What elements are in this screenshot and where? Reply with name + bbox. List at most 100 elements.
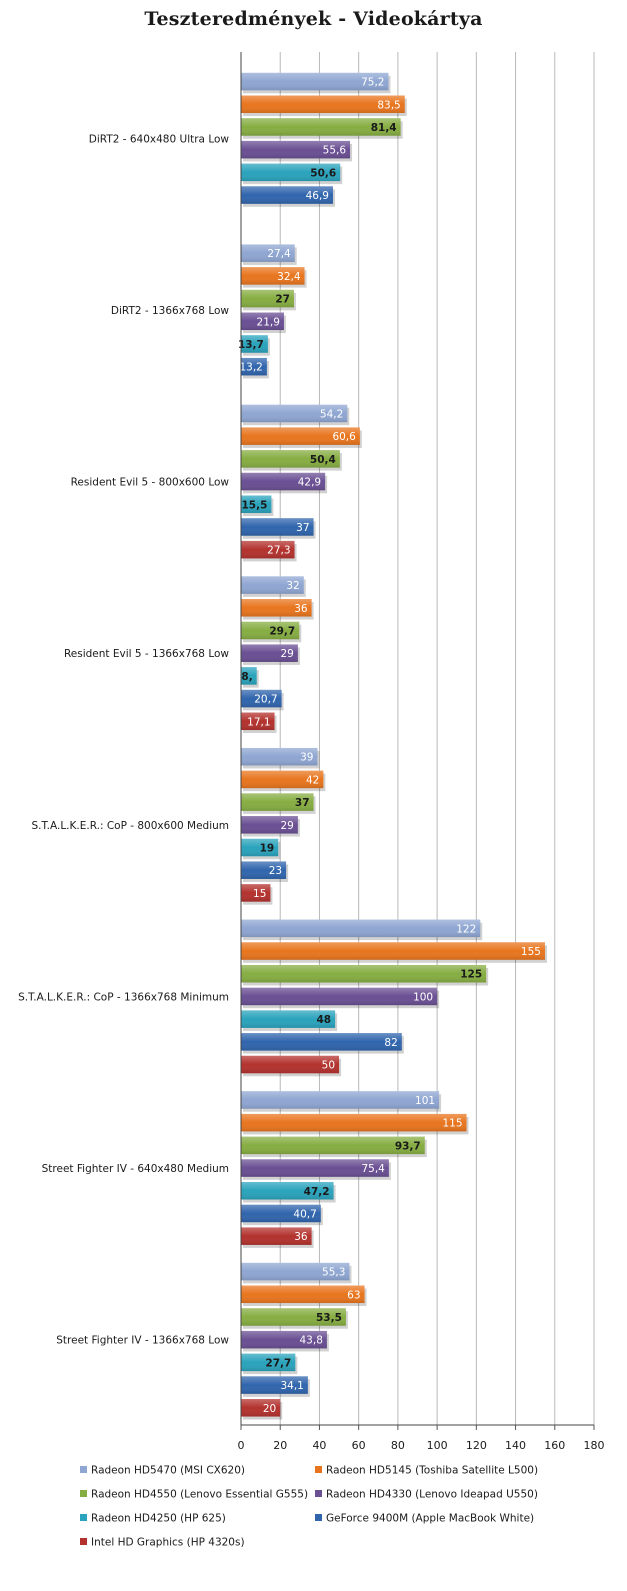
bar-highlight xyxy=(241,1136,425,1155)
bar-highlight xyxy=(241,712,275,731)
bar-highlight xyxy=(241,450,340,468)
bar-highlight xyxy=(241,1091,440,1109)
data-label: 37 xyxy=(295,797,310,809)
legend-label: Intel HD Graphics (HP 4320s) xyxy=(91,1537,245,1549)
data-label: 19 xyxy=(260,843,275,855)
data-label: 48 xyxy=(317,1014,332,1026)
x-tick-label: 120 xyxy=(466,1439,487,1452)
legend-swatch xyxy=(80,1538,87,1545)
bar-highlight xyxy=(241,472,326,491)
category-label: S.T.A.L.K.E.R.: CoP - 800x600 Medium xyxy=(31,820,229,832)
data-label: 8, xyxy=(241,671,252,683)
data-label: 20,7 xyxy=(254,694,277,706)
bar-highlight xyxy=(241,1330,327,1349)
legend: Radeon HD5470 (MSI CX620) Radeon HD5145 (… xyxy=(80,1465,538,1549)
data-label: 47,2 xyxy=(304,1186,330,1198)
legend-swatch xyxy=(80,1514,87,1521)
bar-highlight xyxy=(241,140,351,159)
bar-highlight xyxy=(241,335,268,353)
bar-highlight xyxy=(241,1204,321,1223)
legend-label: Radeon HD5145 (Toshiba Satellite L500) xyxy=(326,1465,538,1477)
data-label: 15,5 xyxy=(241,499,267,511)
x-tick-label: 80 xyxy=(391,1439,405,1452)
bar-highlight xyxy=(241,667,257,685)
x-tick-label: 40 xyxy=(312,1439,326,1452)
legend-swatch xyxy=(80,1466,87,1473)
category-label: DiRT2 - 1366x768 Low xyxy=(111,305,229,317)
bar-highlight xyxy=(241,495,272,514)
data-label: 55,6 xyxy=(323,145,347,157)
bar-highlight xyxy=(241,793,314,811)
data-label: 82 xyxy=(384,1037,397,1049)
data-label: 29,7 xyxy=(269,625,295,637)
bar-highlight xyxy=(241,1010,336,1028)
data-label: 29 xyxy=(280,820,293,832)
data-label: 27,7 xyxy=(265,1357,291,1369)
bar-highlight xyxy=(241,95,405,114)
data-label: 36 xyxy=(294,603,308,615)
bar-highlight xyxy=(241,644,298,662)
bar-highlight xyxy=(241,118,401,136)
bar-highlight xyxy=(241,1055,340,1074)
data-label: 83,5 xyxy=(377,99,400,111)
bar-highlight xyxy=(241,599,312,617)
bar-highlight xyxy=(241,1227,312,1245)
legend-swatch xyxy=(80,1490,87,1497)
category-label: S.T.A.L.K.E.R.: CoP - 1366x768 Minimum xyxy=(18,991,229,1003)
category-label: DiRT2 - 640x480 Ultra Low xyxy=(89,133,230,145)
category-label: Street Fighter IV - 640x480 Medium xyxy=(42,1163,229,1175)
data-label: 37 xyxy=(296,522,309,534)
bar-highlight xyxy=(241,770,324,789)
grid-lines xyxy=(279,52,595,1425)
legend-swatch xyxy=(315,1490,322,1497)
bar-highlight xyxy=(241,621,300,640)
data-label: 40,7 xyxy=(293,1208,316,1220)
bar-highlight xyxy=(241,357,267,376)
x-tick-label: 60 xyxy=(352,1439,366,1452)
bar-highlight xyxy=(241,1376,308,1394)
legend-label: Radeon HD5470 (MSI CX620) xyxy=(91,1465,245,1477)
bar-highlight xyxy=(241,964,487,983)
bar-highlight xyxy=(241,1033,402,1051)
x-tick-label: 160 xyxy=(544,1439,565,1452)
x-tick-label: 140 xyxy=(505,1439,526,1452)
data-label: 13,7 xyxy=(238,339,264,351)
data-label: 43,8 xyxy=(300,1335,323,1347)
bar-highlight xyxy=(241,289,294,308)
data-label: 21,9 xyxy=(257,316,280,328)
data-label: 15 xyxy=(253,888,266,900)
bar-highlight xyxy=(241,1353,296,1372)
bar-highlight xyxy=(241,186,333,204)
data-label: 53,5 xyxy=(316,1312,342,1324)
bar-highlight xyxy=(241,267,305,285)
data-label: 122 xyxy=(456,923,476,935)
data-label: 93,7 xyxy=(395,1140,421,1152)
data-label: 29 xyxy=(280,648,293,660)
bar-highlight xyxy=(241,1113,467,1132)
legend-label: GeForce 9400M (Apple MacBook White) xyxy=(326,1513,534,1525)
category-label: Street Fighter IV - 1366x768 Low xyxy=(56,1335,229,1347)
legend-label: Radeon HD4250 (HP 625) xyxy=(91,1513,226,1525)
data-label: 42 xyxy=(306,774,319,786)
legend-swatch xyxy=(315,1514,322,1521)
data-label: 27,4 xyxy=(267,248,291,260)
bar-highlight xyxy=(241,163,341,182)
data-label: 23 xyxy=(269,865,282,877)
data-label: 81,4 xyxy=(371,122,397,134)
data-label: 101 xyxy=(415,1095,435,1107)
bar-highlight xyxy=(241,72,389,91)
bar-highlight xyxy=(241,861,287,879)
data-label: 63 xyxy=(347,1289,360,1301)
data-label: 75,2 xyxy=(361,77,384,89)
data-label: 42,9 xyxy=(298,477,321,489)
bar-highlight xyxy=(241,816,298,834)
data-label: 27,3 xyxy=(267,545,290,557)
x-tick-label: 100 xyxy=(427,1439,448,1452)
axes: 0 20 40 60 80 100 120 140 160 180 xyxy=(238,52,605,1452)
data-label: 20 xyxy=(263,1403,276,1415)
legend-swatch xyxy=(315,1466,322,1473)
legend-label: Radeon HD4330 (Lenovo Ideapad U550) xyxy=(326,1489,538,1501)
data-label: 39 xyxy=(300,752,313,764)
bar-highlight xyxy=(241,689,282,708)
